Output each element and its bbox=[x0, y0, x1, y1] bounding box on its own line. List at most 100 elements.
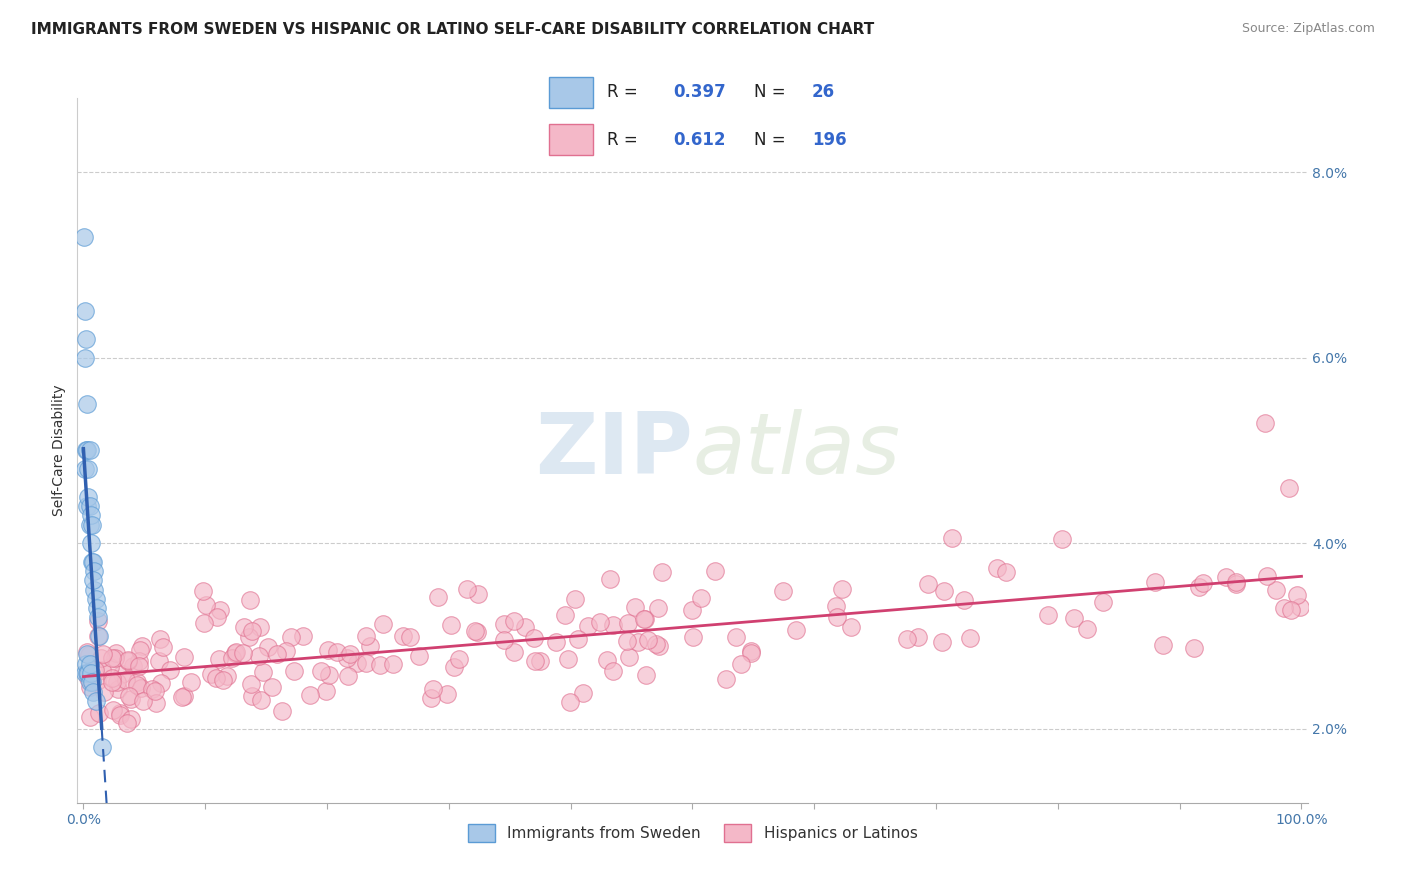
Point bbox=[93, 685, 115, 699]
Point bbox=[87, 614, 110, 628]
Point bbox=[266, 647, 288, 661]
Point bbox=[117, 654, 139, 668]
Point bbox=[111, 667, 134, 681]
Point bbox=[238, 630, 260, 644]
Point bbox=[83, 582, 105, 597]
Point bbox=[354, 656, 377, 670]
Point bbox=[1285, 588, 1308, 602]
Point bbox=[1215, 570, 1237, 584]
Point bbox=[143, 684, 166, 698]
Point bbox=[596, 653, 619, 667]
Point bbox=[931, 635, 953, 649]
Point bbox=[79, 680, 101, 694]
Point bbox=[647, 601, 669, 615]
Point bbox=[75, 657, 97, 671]
Text: Source: ZipAtlas.com: Source: ZipAtlas.com bbox=[1241, 22, 1375, 36]
Point bbox=[101, 650, 124, 665]
Point bbox=[1254, 416, 1277, 430]
Point bbox=[249, 620, 271, 634]
Point bbox=[1152, 638, 1174, 652]
Point bbox=[77, 665, 100, 680]
Point bbox=[824, 599, 846, 613]
Point bbox=[602, 618, 624, 632]
Point bbox=[84, 694, 107, 708]
Point bbox=[91, 647, 114, 661]
Point bbox=[392, 629, 415, 643]
Text: IMMIGRANTS FROM SWEDEN VS HISPANIC OR LATINO SELF-CARE DISABILITY CORRELATION CH: IMMIGRANTS FROM SWEDEN VS HISPANIC OR LA… bbox=[31, 22, 875, 37]
Point bbox=[90, 740, 112, 755]
Point bbox=[529, 654, 551, 668]
Point bbox=[311, 664, 333, 678]
Point bbox=[80, 665, 103, 680]
Point bbox=[554, 608, 576, 623]
Point bbox=[239, 677, 262, 691]
Point bbox=[572, 686, 595, 700]
Point bbox=[98, 660, 121, 674]
Point bbox=[193, 615, 215, 630]
Point bbox=[1050, 533, 1073, 547]
Point bbox=[318, 643, 340, 657]
Point bbox=[250, 693, 273, 707]
Point bbox=[560, 695, 582, 709]
Point bbox=[108, 707, 131, 722]
Point bbox=[617, 649, 640, 664]
Point bbox=[247, 648, 270, 663]
Point bbox=[221, 651, 243, 665]
Point bbox=[513, 620, 536, 634]
Point bbox=[283, 664, 305, 678]
Point bbox=[76, 648, 98, 662]
Point bbox=[75, 443, 97, 458]
Point bbox=[120, 691, 142, 706]
Point bbox=[76, 499, 98, 513]
Point bbox=[180, 674, 202, 689]
Point bbox=[125, 674, 148, 689]
Point bbox=[523, 654, 546, 668]
Point bbox=[544, 634, 567, 648]
Point bbox=[682, 630, 704, 644]
Point bbox=[1272, 600, 1295, 615]
Point bbox=[896, 632, 918, 647]
Point bbox=[633, 612, 655, 626]
Point bbox=[87, 610, 110, 624]
Point bbox=[117, 653, 139, 667]
Point bbox=[624, 599, 647, 614]
Point bbox=[426, 591, 449, 605]
Point bbox=[86, 629, 108, 643]
Point bbox=[1092, 595, 1115, 609]
Point bbox=[785, 623, 807, 637]
Text: ZIP: ZIP bbox=[534, 409, 693, 492]
Point bbox=[291, 629, 314, 643]
Point bbox=[128, 654, 150, 668]
Point bbox=[599, 572, 621, 586]
Point bbox=[75, 332, 97, 346]
Point bbox=[73, 665, 96, 680]
Point bbox=[443, 659, 465, 673]
Point bbox=[149, 632, 172, 646]
Point bbox=[194, 599, 217, 613]
Point bbox=[1187, 580, 1209, 594]
Point bbox=[1036, 608, 1059, 623]
Point bbox=[419, 691, 441, 706]
Point bbox=[120, 712, 142, 726]
Point bbox=[239, 593, 262, 607]
Text: R =: R = bbox=[607, 130, 644, 148]
Point bbox=[422, 681, 444, 696]
Point bbox=[986, 561, 1008, 575]
Point bbox=[436, 687, 458, 701]
Point bbox=[105, 674, 128, 689]
Point bbox=[634, 668, 657, 682]
Point bbox=[117, 716, 139, 731]
Point bbox=[725, 630, 748, 644]
Point bbox=[456, 582, 478, 596]
Point bbox=[346, 656, 368, 670]
Point bbox=[467, 587, 489, 601]
Point bbox=[772, 584, 794, 599]
Point bbox=[79, 499, 101, 513]
Point bbox=[101, 703, 124, 717]
Point bbox=[740, 646, 762, 660]
Point bbox=[82, 555, 104, 569]
Point bbox=[104, 646, 127, 660]
Text: N =: N = bbox=[754, 84, 790, 102]
Point bbox=[1191, 576, 1213, 591]
Point bbox=[1063, 611, 1085, 625]
